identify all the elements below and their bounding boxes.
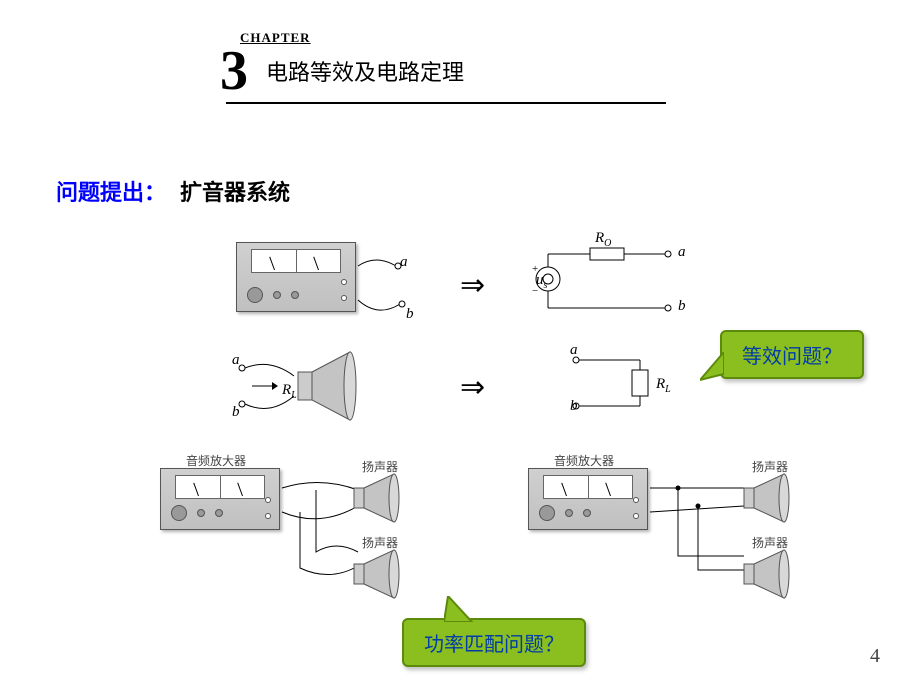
chapter-row: 3 电路等效及电路定理 xyxy=(220,46,680,96)
callout-equiv-text: 等效问题？ xyxy=(742,346,842,368)
amplifier-device-3 xyxy=(528,468,648,530)
speaker-icon-l1 xyxy=(352,470,408,526)
rl-label-2: RL xyxy=(656,376,671,395)
terminal-a-1: a xyxy=(400,254,408,271)
terminal-b-2: b xyxy=(678,298,686,315)
amp-label-r: 音频放大器 xyxy=(554,452,614,469)
amplifier-device-1 xyxy=(236,242,356,312)
arrow-2: ⇒ xyxy=(460,370,485,405)
slide-header: CHAPTER 3 电路等效及电路定理 xyxy=(220,30,680,104)
speaker-icon-r2 xyxy=(742,546,798,602)
meters xyxy=(251,249,341,273)
header-rule xyxy=(226,102,666,104)
system-title: 扩音器系统 xyxy=(180,175,290,207)
callout-power: 功率匹配问题？ xyxy=(402,618,586,667)
speaker-icon-l2 xyxy=(352,546,408,602)
callout-power-text: 功率匹配问题？ xyxy=(424,634,564,656)
question-label: 问题提出： xyxy=(56,175,166,207)
terminal-a-4: a xyxy=(570,342,578,359)
terminal-a-3: a xyxy=(232,352,240,369)
chapter-number: 3 xyxy=(220,46,248,96)
terminal-b-1: b xyxy=(406,306,414,323)
page-number: 4 xyxy=(870,645,880,668)
knobs xyxy=(247,287,299,303)
callout-equiv: 等效问题？ xyxy=(720,330,864,379)
callout-tail-2 xyxy=(444,596,478,622)
amplifier-device-2 xyxy=(160,468,280,530)
terminal-b-4: b xyxy=(570,398,578,415)
callout-tail-1 xyxy=(700,352,724,382)
speaker-icon-1 xyxy=(296,348,366,424)
amp-label-l: 音频放大器 xyxy=(186,452,246,469)
chapter-title: 电路等效及电路定理 xyxy=(266,55,464,87)
ro-label: RO xyxy=(595,230,611,249)
speaker-icon-r1 xyxy=(742,470,798,526)
rl-label: RL xyxy=(282,382,297,401)
chapter-label: CHAPTER xyxy=(240,30,680,46)
arrow-1: ⇒ xyxy=(460,268,485,303)
us-label: us xyxy=(536,272,547,291)
terminal-b-3: b xyxy=(232,404,240,421)
terminal-a-2: a xyxy=(678,244,686,261)
jacks xyxy=(341,279,347,301)
